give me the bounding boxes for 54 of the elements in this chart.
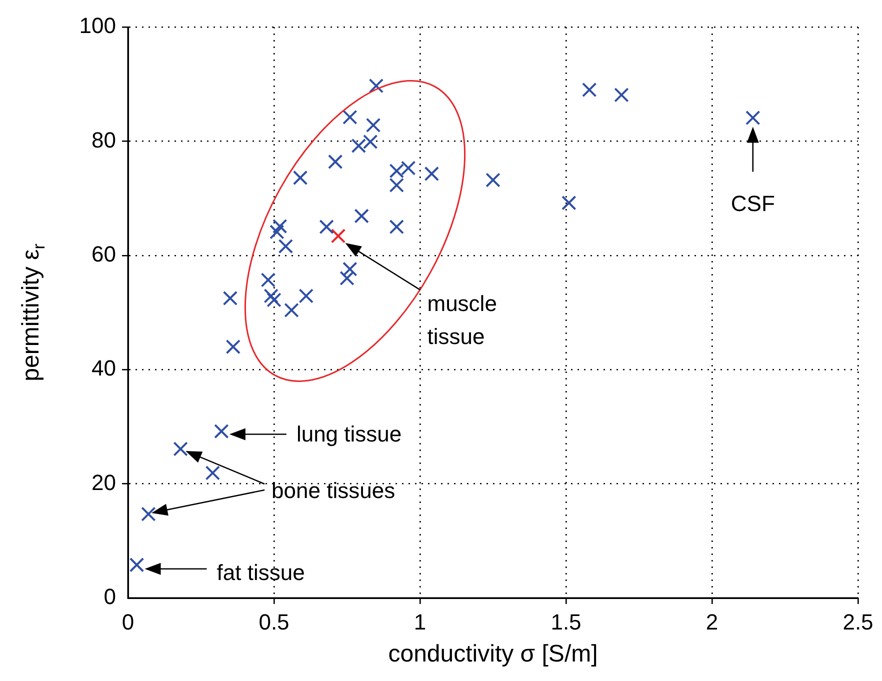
point (284, 302, 299, 318)
point (226, 339, 240, 354)
x-axis-title: conductivity σ [S/m] (388, 640, 598, 668)
point (319, 219, 334, 234)
point (328, 154, 343, 170)
point (272, 218, 288, 234)
point (582, 82, 597, 98)
point (562, 196, 576, 210)
y-axis-title: permittivity εr (18, 243, 49, 382)
point (362, 134, 378, 150)
point (270, 224, 284, 240)
x-tick-label: 2.5 (842, 609, 874, 634)
point (342, 110, 358, 125)
y-tick-label: 80 (92, 127, 116, 152)
x-tick-label: 0.5 (258, 609, 290, 634)
point (292, 170, 308, 186)
x-tick-label: 2 (706, 609, 718, 634)
point (173, 442, 188, 456)
point (278, 238, 294, 254)
point (141, 506, 156, 522)
point (366, 118, 381, 133)
point (614, 88, 629, 102)
point (266, 292, 282, 308)
point (264, 288, 278, 304)
point (129, 558, 144, 572)
annotation: muscle tissue (427, 291, 497, 350)
point (260, 272, 276, 288)
point (424, 166, 440, 182)
point (351, 138, 366, 154)
x-tick-label: 0 (122, 609, 134, 634)
point (400, 160, 416, 176)
point (354, 208, 369, 224)
point (222, 290, 238, 306)
point (205, 466, 220, 480)
point (340, 270, 354, 286)
point (368, 78, 384, 94)
x-tick-label: 1.5 (550, 609, 582, 634)
y-tick-label: 60 (92, 241, 116, 266)
y-tick-label: 0 (104, 584, 116, 610)
y-tick-label: 40 (92, 356, 116, 381)
annotation: CSF (730, 190, 775, 216)
point (330, 228, 346, 244)
y-tick-label: 20 (92, 470, 116, 495)
point (486, 172, 500, 188)
point (214, 424, 229, 439)
annotation: lung tissue (296, 421, 402, 446)
point (298, 288, 314, 304)
x-tick-label: 1 (414, 609, 426, 634)
y-tick-label: 100 (79, 13, 116, 38)
annotation: fat tissue (216, 560, 305, 585)
point (746, 110, 760, 126)
point (389, 219, 404, 234)
annotation: bone tissues (272, 478, 396, 504)
point (342, 262, 358, 276)
